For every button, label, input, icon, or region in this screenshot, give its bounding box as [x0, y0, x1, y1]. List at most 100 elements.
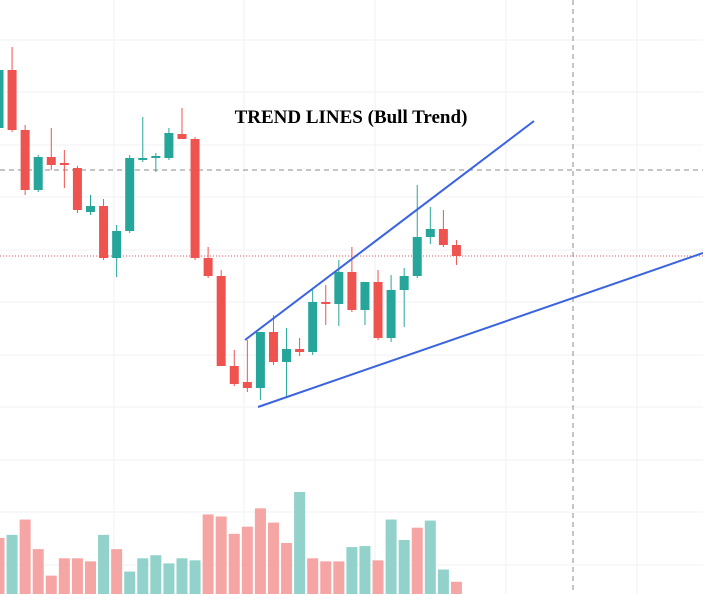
candle-body — [438, 229, 448, 245]
candle-body — [360, 282, 370, 310]
candle-body — [334, 272, 344, 304]
candle — [425, 207, 435, 244]
candle-body — [177, 134, 187, 139]
volume-bar — [19, 519, 31, 594]
candle-body — [282, 349, 292, 362]
candle-body — [190, 139, 200, 258]
candle-body — [125, 158, 135, 231]
chart-title: TREND LINES (Bull Trend) — [235, 107, 468, 128]
volume-bar — [385, 519, 397, 594]
volume-bar — [163, 563, 175, 594]
candle — [386, 275, 396, 342]
volume-bar — [215, 516, 227, 594]
candle — [295, 338, 305, 356]
volume-bar — [150, 555, 162, 594]
trend-lines — [244, 120, 703, 408]
candle — [138, 117, 148, 162]
candle — [255, 332, 265, 400]
candle — [151, 153, 161, 172]
candle — [164, 128, 174, 160]
candle-body — [20, 130, 30, 190]
candle — [242, 340, 252, 392]
volume-bar — [98, 534, 110, 594]
volume-bar — [32, 549, 44, 594]
candle-body — [138, 158, 148, 160]
volume-bar — [333, 561, 345, 594]
candles — [0, 47, 461, 400]
candle — [373, 270, 383, 340]
candle — [0, 70, 4, 128]
candle — [203, 247, 213, 278]
candle-body — [347, 272, 357, 310]
candle-body — [0, 70, 4, 128]
volume-bar — [437, 569, 449, 594]
lower-trend-line — [257, 252, 703, 408]
volume-bar — [450, 581, 462, 594]
candle-body — [399, 276, 409, 290]
candle — [99, 199, 109, 260]
candle — [438, 210, 448, 247]
volume-bar — [0, 537, 5, 594]
volume-bar — [254, 508, 266, 594]
candle-body — [46, 157, 56, 165]
volume-bar — [124, 571, 136, 594]
candle — [399, 268, 409, 327]
volume-bar — [346, 547, 358, 594]
candle-body — [373, 282, 383, 338]
volume-bar — [411, 527, 423, 594]
candle-body — [308, 302, 318, 352]
volume-bar — [398, 539, 410, 594]
candle — [46, 128, 56, 170]
volume-bar — [58, 558, 70, 594]
upper-trend-line — [244, 120, 535, 341]
candle — [33, 155, 43, 192]
volume-bar — [189, 560, 201, 594]
candle-body — [425, 229, 435, 237]
candle — [20, 125, 30, 195]
candle — [125, 155, 135, 233]
candle-body — [151, 156, 161, 158]
volume-bar — [6, 534, 18, 594]
volume-bars — [0, 492, 462, 594]
candle-body — [203, 258, 213, 276]
volume-bar — [45, 575, 57, 594]
candle-body — [59, 163, 69, 165]
candle — [308, 290, 318, 355]
candle — [177, 108, 187, 139]
volume-bar — [320, 561, 332, 594]
candle-body — [386, 290, 396, 338]
candle — [7, 47, 17, 132]
candle-body — [255, 332, 265, 388]
volume-bar — [228, 533, 240, 594]
volume-bar — [111, 549, 123, 594]
volume-bar — [294, 492, 306, 594]
candle-body — [99, 206, 109, 258]
volume-bar — [84, 561, 96, 594]
candle — [321, 285, 331, 325]
candle — [451, 240, 461, 265]
volume-bar — [137, 558, 149, 594]
candle-body — [229, 366, 239, 384]
candle-body — [321, 302, 331, 304]
candle-body — [85, 206, 95, 212]
candle — [190, 137, 200, 260]
candle-body — [216, 276, 226, 366]
volume-bar — [267, 522, 279, 594]
candle-body — [412, 237, 422, 276]
candle-body — [7, 70, 17, 130]
candle — [112, 225, 122, 277]
volume-bar — [281, 543, 293, 594]
volume-bar — [202, 514, 214, 594]
volume-bar — [372, 560, 384, 594]
volume-bar — [241, 526, 253, 594]
volume-bar — [359, 546, 371, 594]
candle-body — [451, 245, 461, 256]
candle — [282, 328, 292, 397]
candle — [85, 195, 95, 215]
candle-body — [164, 133, 174, 158]
candle — [72, 166, 82, 213]
volume-bar — [71, 558, 83, 594]
candle-body — [295, 349, 305, 352]
candle-body — [33, 157, 43, 190]
